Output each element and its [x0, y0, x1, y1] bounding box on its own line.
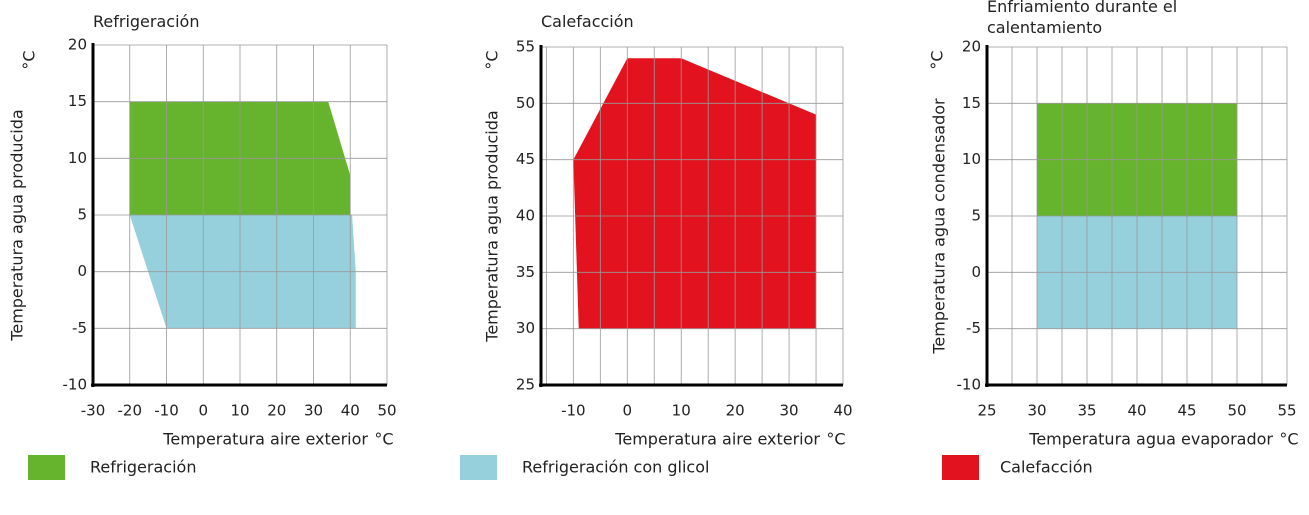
y-tick-label: 5 [77, 206, 87, 224]
x-tick-label: 40 [833, 402, 852, 420]
area [573, 58, 817, 329]
x-tick-label: 40 [1127, 402, 1146, 420]
x-axis-label: Temperatura agua evaporador [1028, 430, 1273, 449]
y-tick-label: 10 [962, 150, 981, 168]
x-tick-label: 30 [1027, 402, 1046, 420]
chart-title: Refrigeración [93, 12, 200, 31]
x-tick-label: 35 [1077, 402, 1096, 420]
x-tick-label: 45 [1177, 402, 1196, 420]
y-tick-label: -10 [957, 376, 982, 394]
y-tick-label: 30 [516, 319, 535, 337]
x-axis-label: Temperatura aire exterior [614, 430, 820, 449]
y-axis-label: Temperatura agua producida [483, 110, 502, 342]
y-tick-label: 0 [971, 263, 981, 281]
y-tick-label: 55 [516, 38, 535, 56]
x-tick-label: 55 [1277, 402, 1296, 420]
x-tick-label: 30 [780, 402, 799, 420]
y-tick-label: 0 [77, 262, 87, 280]
x-tick-label: 40 [341, 402, 360, 420]
legend-swatch [460, 455, 497, 480]
x-tick-label: 50 [1227, 402, 1246, 420]
x-tick-label: 10 [672, 402, 691, 420]
y-tick-label: 20 [68, 36, 87, 54]
x-axis-unit: °C [374, 430, 393, 449]
y-tick-label: 40 [516, 207, 535, 225]
y-tick-label: 20 [962, 38, 981, 56]
y-tick-label: 35 [516, 263, 535, 281]
legend-label: Refrigeración con glicol [522, 458, 709, 477]
x-tick-label: 10 [230, 402, 249, 420]
legend-swatch [28, 455, 65, 480]
x-tick-label: -10 [561, 402, 586, 420]
y-axis-unit: °C [20, 50, 39, 69]
legend-swatch [942, 455, 979, 480]
y-tick-label: 50 [516, 94, 535, 112]
y-axis-label: Temperatura agua condensador [930, 98, 949, 355]
y-tick-label: 10 [68, 149, 87, 167]
chart-title: Enfriamiento durante el calentamiento [987, 0, 1178, 37]
x-tick-label: 30 [304, 402, 323, 420]
x-axis-unit: °C [1279, 430, 1298, 449]
x-axis-unit: °C [826, 430, 845, 449]
legend-label: Refrigeración [90, 458, 196, 477]
legend-label: Calefacción [1000, 458, 1093, 477]
y-tick-label: -10 [63, 376, 88, 394]
y-axis-unit: °C [928, 50, 947, 69]
x-tick-label: 0 [198, 402, 208, 420]
y-tick-label: 15 [68, 92, 87, 110]
x-tick-label: 50 [377, 402, 396, 420]
y-tick-label: 15 [962, 94, 981, 112]
chart-title: Calefacción [541, 12, 634, 31]
y-tick-label: 5 [971, 207, 981, 225]
x-tick-label: 0 [623, 402, 633, 420]
x-axis-label: Temperatura aire exterior [162, 430, 368, 449]
y-tick-label: 25 [516, 376, 535, 394]
x-tick-label: -30 [81, 402, 106, 420]
y-tick-label: 45 [516, 150, 535, 168]
x-tick-label: 25 [977, 402, 996, 420]
x-tick-label: -20 [118, 402, 143, 420]
y-tick-label: -5 [72, 319, 87, 337]
x-tick-label: -10 [154, 402, 179, 420]
x-tick-label: 20 [267, 402, 286, 420]
y-axis-unit: °C [483, 50, 502, 69]
y-tick-label: -5 [966, 319, 981, 337]
y-axis-label: Temperatura agua producida [8, 109, 27, 341]
x-tick-label: 20 [726, 402, 745, 420]
